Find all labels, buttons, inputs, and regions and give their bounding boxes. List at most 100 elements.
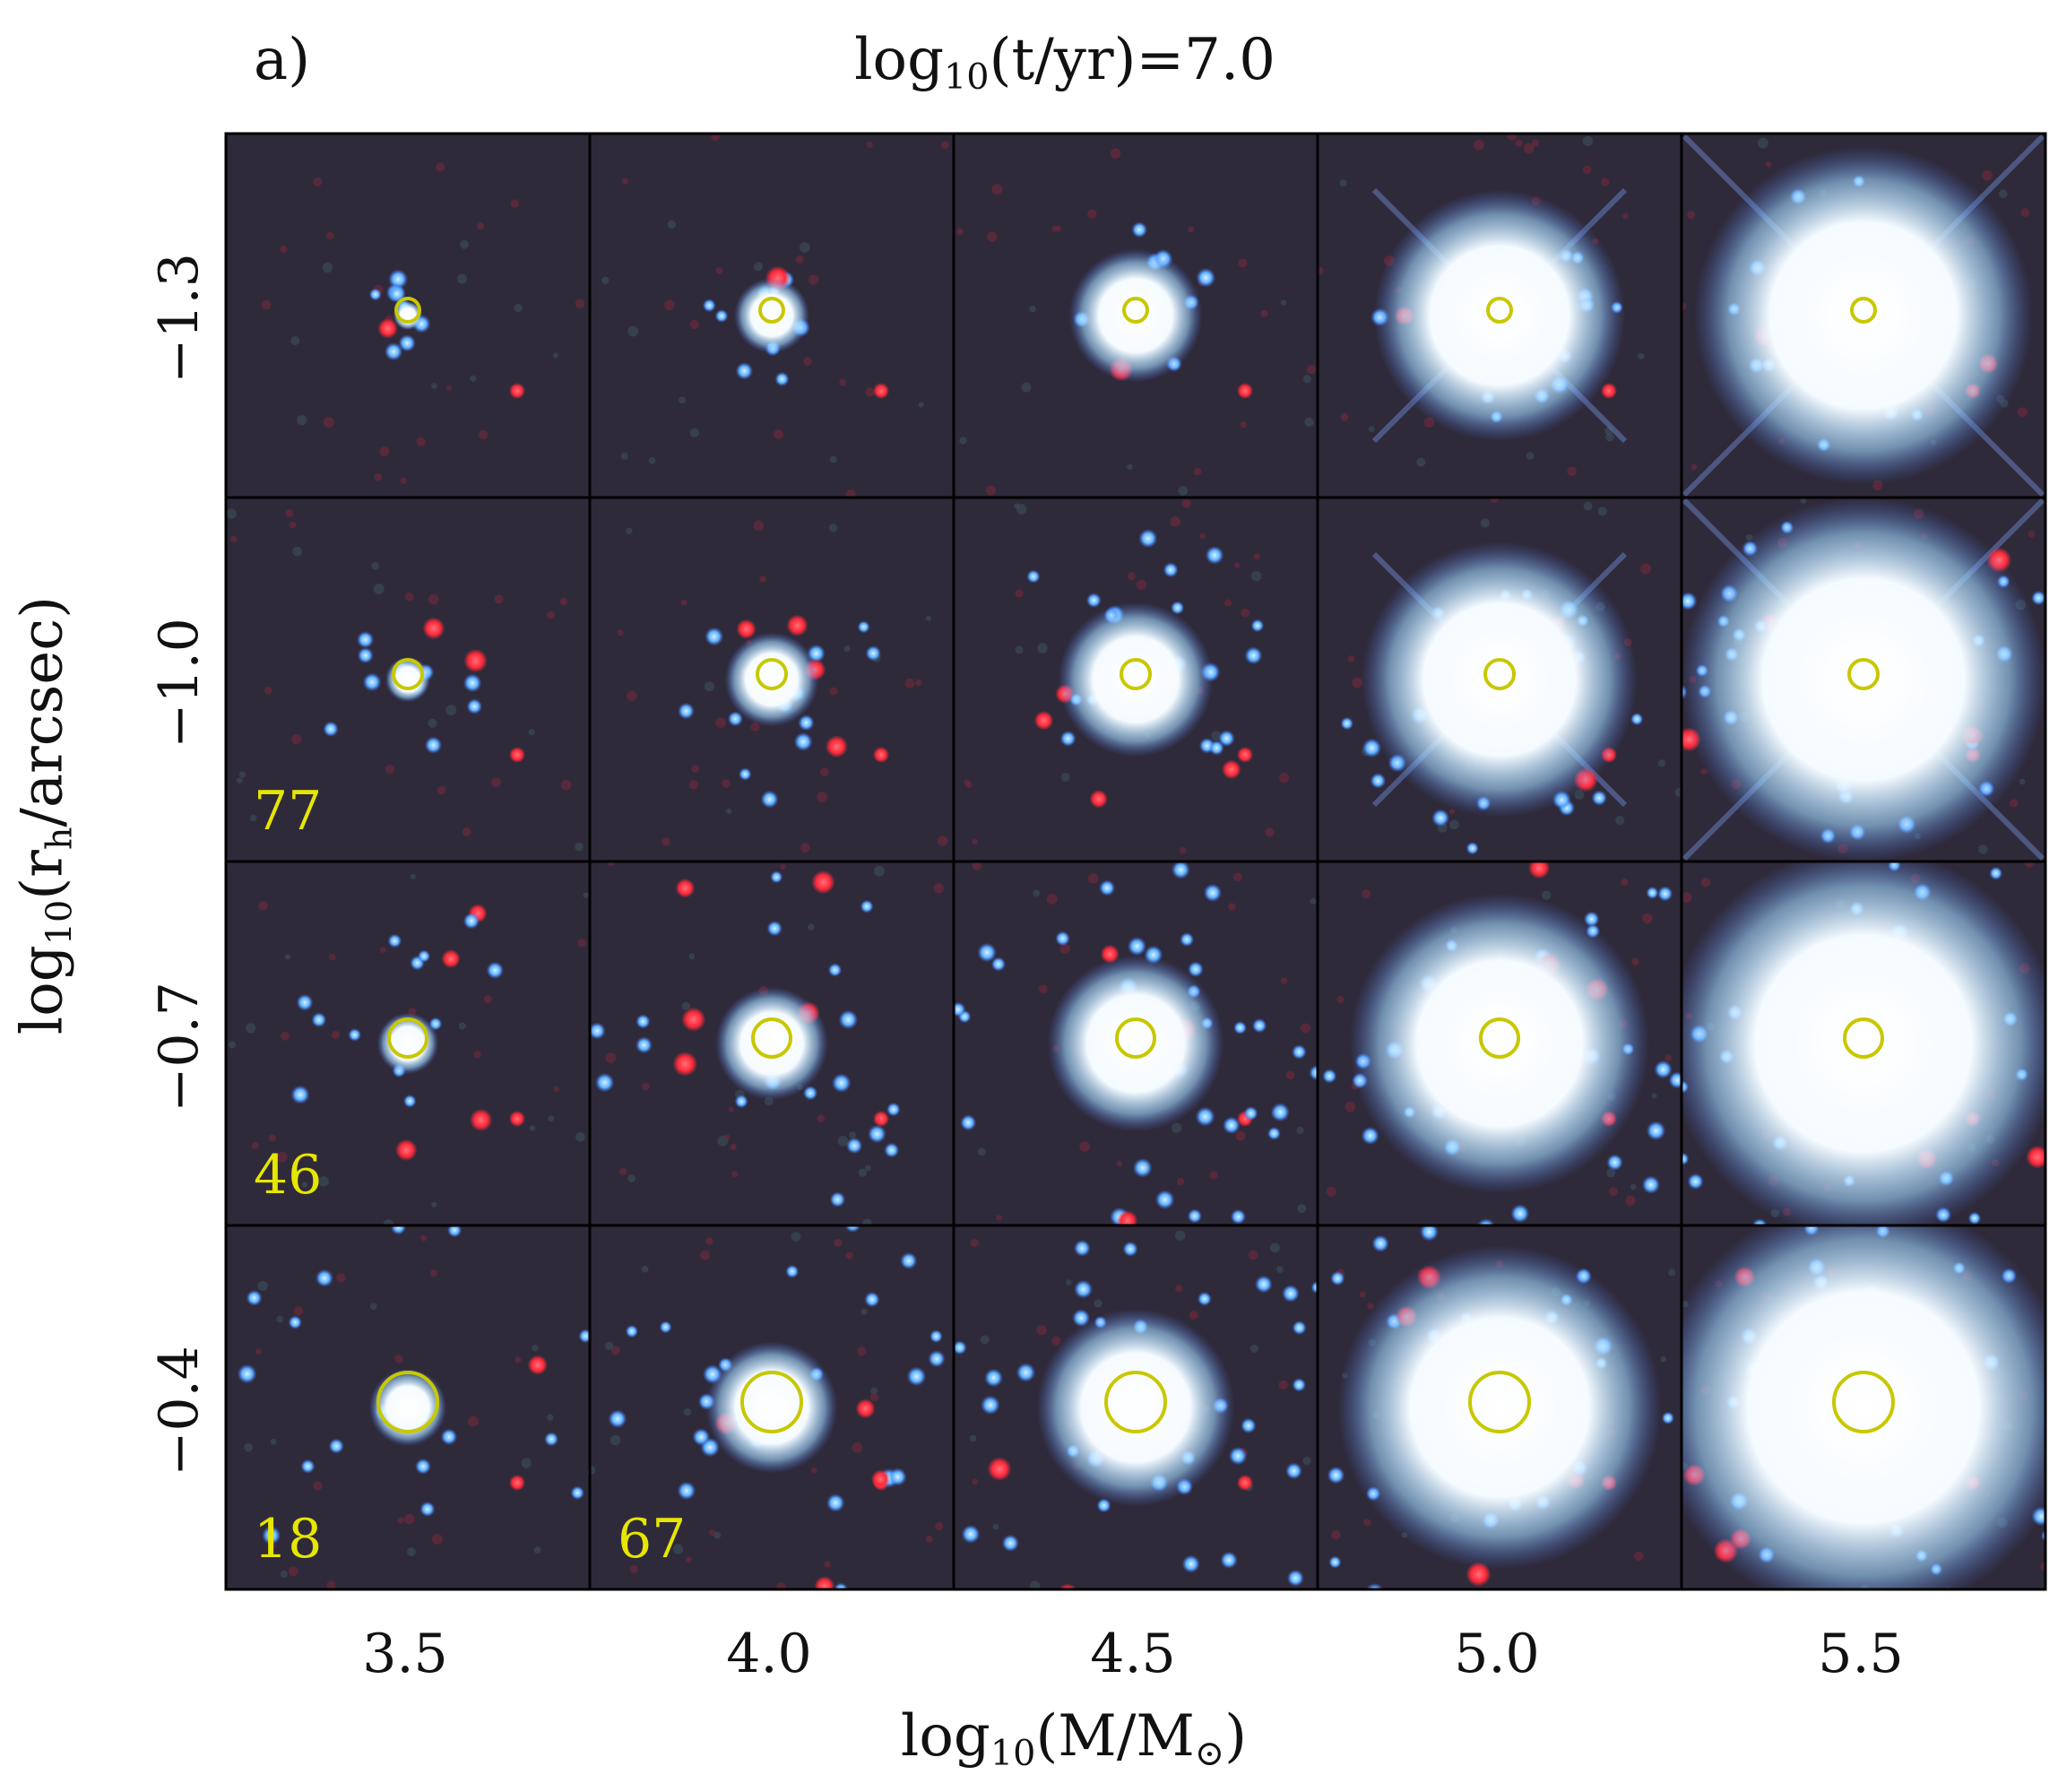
- noise-dot: [1448, 809, 1456, 815]
- noise-dot: [915, 679, 922, 687]
- noise-dot: [329, 954, 336, 961]
- noise-dot: [262, 299, 272, 310]
- noise-dot: [869, 1392, 879, 1402]
- blue-star: [290, 1085, 310, 1104]
- field-red-star: [873, 383, 889, 399]
- blue-star: [635, 1036, 653, 1054]
- noise-dot: [1515, 139, 1523, 147]
- blue-star: [1270, 1103, 1290, 1122]
- noise-dot: [1233, 562, 1241, 568]
- image-grid: [224, 132, 2058, 1630]
- noise-dot: [1631, 957, 1639, 965]
- noise-dot: [577, 939, 586, 948]
- cluster-core: [376, 1012, 439, 1075]
- noise-dot: [965, 782, 973, 789]
- noise-dot: [858, 1168, 867, 1177]
- noise-dot: [1199, 532, 1206, 540]
- noise-dot: [722, 779, 731, 788]
- noise-dot: [1260, 309, 1268, 317]
- half-light-circle: [1850, 297, 1877, 324]
- x-axis-label: log10(M/M⊙): [900, 1703, 1248, 1775]
- noise-dot: [478, 429, 489, 440]
- blue-star: [1652, 1616, 1665, 1630]
- blue-star: [827, 963, 843, 977]
- noise-dot: [904, 678, 915, 688]
- noise-dot: [715, 267, 723, 274]
- half-light-circle: [387, 1017, 428, 1059]
- noise-dot: [750, 722, 760, 732]
- noise-dot: [1015, 645, 1024, 654]
- noise-dot: [874, 865, 885, 877]
- noise-dot: [270, 1438, 277, 1445]
- noise-dot: [1051, 1336, 1061, 1346]
- blue-star: [928, 1350, 946, 1368]
- blue-star: [678, 702, 695, 720]
- noise-dot: [1998, 189, 2008, 199]
- half-light-circle: [1479, 1017, 1520, 1059]
- noise-dot: [1682, 892, 1692, 904]
- noise-dot: [1582, 165, 1592, 175]
- noise-dot: [680, 599, 687, 606]
- noise-dot: [918, 402, 924, 408]
- noise-dot: [845, 1251, 853, 1260]
- blue-star: [1073, 1240, 1091, 1257]
- y-axis-label: log10(rh/arcsec): [9, 595, 81, 1035]
- blue-star: [296, 993, 314, 1011]
- noise-dot: [972, 1478, 979, 1485]
- noise-dot: [416, 437, 426, 446]
- noise-dot: [663, 299, 675, 311]
- noise-dot: [627, 325, 639, 337]
- noise-dot: [491, 777, 501, 788]
- blue-star: [739, 767, 752, 781]
- panel-count: 18: [254, 1508, 323, 1571]
- noise-dot: [726, 808, 732, 814]
- noise-dot: [1638, 352, 1645, 360]
- noise-dot: [2020, 208, 2030, 217]
- blue-star: [237, 1363, 257, 1384]
- noise-dot: [1347, 655, 1355, 662]
- noise-dot: [1110, 148, 1121, 159]
- noise-dot: [1600, 177, 1610, 186]
- blue-star: [2040, 1529, 2045, 1542]
- noise-dot: [400, 477, 407, 485]
- blue-star: [357, 647, 374, 664]
- noise-dot: [575, 1131, 585, 1142]
- noise-dot: [257, 1280, 268, 1292]
- noise-dot: [331, 1030, 341, 1040]
- noise-dot: [828, 524, 838, 532]
- noise-dot: [839, 378, 846, 386]
- noise-dot: [808, 923, 815, 931]
- noise-dot: [730, 1144, 737, 1151]
- half-light-circle: [1120, 658, 1152, 690]
- noise-dot: [431, 383, 437, 389]
- blue-star: [1989, 866, 2003, 880]
- noise-dot: [553, 1086, 559, 1092]
- blue-star: [984, 1368, 1004, 1388]
- noise-dot: [1416, 457, 1426, 467]
- noise-dot: [1170, 516, 1180, 527]
- noise-dot: [817, 792, 827, 802]
- blue-star: [1362, 738, 1382, 758]
- noise-dot: [313, 177, 323, 186]
- noise-dot: [1127, 572, 1136, 581]
- noise-dot: [1060, 773, 1070, 782]
- blue-star: [544, 1432, 559, 1447]
- noise-dot: [1016, 504, 1027, 515]
- red-star: [1058, 1583, 1077, 1589]
- blue-star: [961, 1524, 981, 1544]
- blue-star: [463, 913, 480, 930]
- blue-star: [760, 790, 779, 809]
- blue-star: [2045, 961, 2058, 980]
- noise-dot: [1065, 1279, 1072, 1286]
- noise-dot: [1982, 169, 1993, 181]
- noise-dot: [791, 1232, 801, 1242]
- noise-dot: [1269, 1242, 1280, 1253]
- cluster-core: [1349, 893, 1650, 1194]
- noise-dot: [1615, 815, 1625, 826]
- noise-dot: [852, 1441, 863, 1453]
- noise-dot: [1039, 984, 1048, 993]
- blue-star: [1001, 1534, 1019, 1552]
- blue-star: [1371, 1234, 1389, 1252]
- noise-dot: [289, 521, 297, 529]
- blue-star: [1682, 592, 1698, 610]
